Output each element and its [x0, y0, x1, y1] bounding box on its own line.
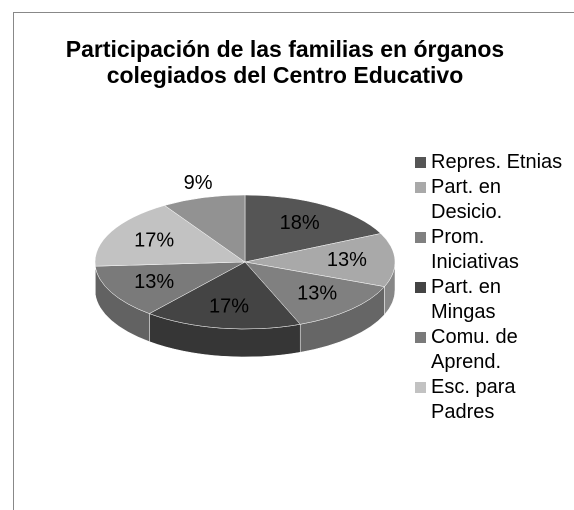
legend: Repres. Etnias Part. en Desicio. Prom. Ini… [415, 150, 565, 425]
slice [244, 261, 385, 325]
legend-swatch [415, 382, 426, 393]
legend-item: Esc. para Padres [415, 375, 565, 425]
data-label: 18% [280, 212, 320, 234]
legend-label: Part. en Desicio. [431, 176, 503, 223]
data-label: 9% [184, 172, 213, 194]
data-label: 13% [297, 282, 337, 304]
data-label: 13% [327, 249, 367, 271]
legend-label: Esc. para Padres [431, 376, 516, 423]
legend-swatch [415, 282, 426, 293]
chart-title: Participación de las familias en órganos… [65, 36, 505, 88]
slice [244, 233, 396, 287]
slice [244, 194, 382, 263]
slice [95, 261, 246, 314]
data-label: 17% [209, 295, 249, 317]
legend-swatch [415, 182, 426, 193]
legend-label: Repres. Etnias [431, 151, 563, 173]
legend-label: Part. en Mingas [431, 276, 502, 323]
legend-label: Prom. Iniciativas [431, 226, 519, 273]
legend-label: Comu. de Aprend. [431, 326, 518, 373]
slice [148, 261, 301, 330]
legend-item: Part. en Mingas [415, 275, 565, 325]
slice [94, 205, 246, 267]
legend-item: Comu. de Aprend. [415, 325, 565, 375]
legend-swatch [415, 332, 426, 343]
legend-swatch [415, 157, 426, 168]
slice [164, 194, 246, 263]
legend-item: Prom. Iniciativas [415, 225, 565, 275]
data-label: 17% [134, 230, 174, 252]
legend-item: Repres. Etnias [415, 150, 565, 175]
chart-frame [13, 12, 574, 510]
data-label: 13% [134, 271, 174, 293]
legend-item: Part. en Desicio. [415, 175, 565, 225]
legend-swatch [415, 232, 426, 243]
